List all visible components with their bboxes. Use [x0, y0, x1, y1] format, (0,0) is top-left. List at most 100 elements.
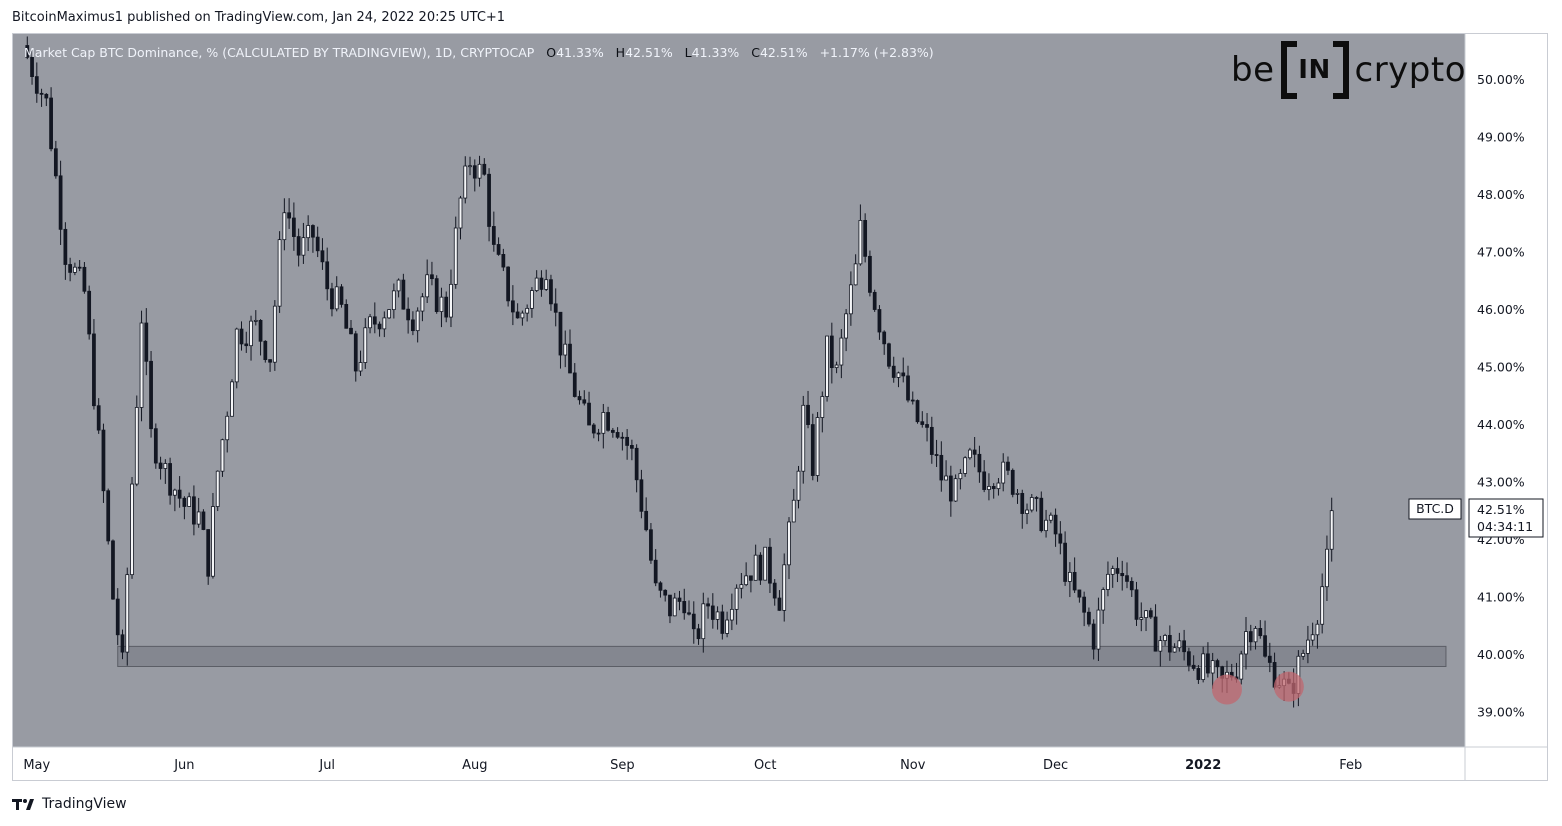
candle-body[interactable] [1048, 514, 1053, 521]
candle-body[interactable] [1187, 651, 1191, 666]
candle-body[interactable] [1087, 611, 1091, 625]
candle-body[interactable] [596, 432, 601, 435]
candle-body[interactable] [144, 322, 149, 362]
candle-body[interactable] [829, 335, 834, 369]
candle-body[interactable] [396, 279, 401, 292]
candle-body[interactable] [696, 628, 701, 640]
candle-body[interactable] [801, 404, 806, 472]
candle-body[interactable] [1148, 610, 1153, 618]
candle-body[interactable] [920, 421, 925, 425]
candle-body[interactable] [349, 327, 353, 335]
candle-body[interactable] [625, 436, 630, 446]
candle-body[interactable] [363, 327, 368, 363]
candle-body[interactable] [263, 340, 268, 361]
candle-body[interactable] [172, 489, 177, 496]
candle-body[interactable] [839, 337, 844, 366]
candle-body[interactable] [982, 471, 987, 490]
candle-body[interactable] [872, 291, 877, 310]
candle-body[interactable] [125, 574, 130, 653]
candle-body[interactable] [1310, 634, 1315, 641]
candle-body[interactable] [106, 490, 111, 542]
candle-body[interactable] [1101, 589, 1106, 611]
candle-body[interactable] [877, 309, 882, 333]
candle-body[interactable] [1306, 639, 1310, 654]
candle-body[interactable] [382, 317, 387, 330]
candle-body[interactable] [644, 510, 649, 531]
candle-body[interactable] [506, 266, 510, 302]
candle-body[interactable] [858, 220, 863, 265]
candle-body[interactable] [458, 197, 463, 229]
candle-body[interactable] [73, 266, 77, 273]
candle-body[interactable] [691, 613, 696, 630]
candle-body[interactable] [591, 424, 596, 434]
candle-body[interactable] [225, 415, 230, 441]
candle-body[interactable] [501, 254, 506, 268]
candle-body[interactable] [791, 499, 796, 523]
candle-body[interactable] [268, 359, 272, 363]
candle-body[interactable] [30, 56, 34, 77]
candle-body[interactable] [1072, 571, 1077, 591]
candle-body[interactable] [977, 453, 982, 473]
candle-body[interactable] [610, 429, 615, 433]
candle-body[interactable] [958, 473, 963, 480]
candle-body[interactable] [53, 148, 58, 177]
candle-body[interactable] [787, 521, 791, 566]
candle-body[interactable] [558, 311, 563, 356]
candle-body[interactable] [1115, 568, 1120, 574]
candle-body[interactable] [782, 564, 787, 611]
candle-body[interactable] [891, 365, 896, 378]
candle-body[interactable] [1058, 533, 1063, 544]
candle-body[interactable] [1015, 492, 1020, 495]
candle-body[interactable] [1244, 631, 1248, 655]
candle-body[interactable] [391, 290, 396, 311]
candle-body[interactable] [677, 597, 682, 602]
candle-body[interactable] [706, 603, 710, 607]
candle-body[interactable] [306, 225, 311, 239]
candle-body[interactable] [901, 372, 906, 377]
candle-body[interactable] [1034, 497, 1039, 499]
candle-body[interactable] [211, 506, 215, 577]
candle-body[interactable] [663, 589, 668, 596]
candle-body[interactable] [1139, 617, 1144, 620]
candle-body[interactable] [468, 165, 472, 168]
candle-body[interactable] [1029, 497, 1034, 511]
candle-body[interactable] [987, 486, 991, 490]
chart-frame[interactable]: 50.00% 49.00% 48.00% 47.00% 46.00% 45.00% 44.0… [12, 33, 1548, 781]
candle-body[interactable] [544, 279, 549, 290]
candle-body[interactable] [944, 475, 948, 481]
candle-body[interactable] [115, 598, 120, 636]
candle-body[interactable] [34, 76, 39, 94]
candle-body[interactable] [68, 264, 73, 273]
plot-area[interactable] [13, 34, 1465, 747]
candle-body[interactable] [258, 319, 263, 342]
candle-body[interactable] [649, 529, 653, 561]
candle-body[interactable] [1039, 497, 1044, 532]
candle-body[interactable] [311, 225, 315, 238]
candle-body[interactable] [96, 405, 101, 431]
candle-body[interactable] [1063, 542, 1067, 582]
candle-body[interactable] [972, 449, 977, 455]
candle-body[interactable] [120, 634, 125, 653]
candle-body[interactable] [1010, 469, 1015, 495]
candle-body[interactable] [1091, 623, 1096, 650]
candle-body[interactable] [910, 399, 915, 402]
candle-body[interactable] [525, 307, 530, 314]
candle-body[interactable] [1315, 623, 1320, 636]
candle-body[interactable] [168, 463, 172, 496]
candle-body[interactable] [934, 454, 939, 456]
candle-body[interactable] [344, 304, 349, 329]
candle-body[interactable] [82, 266, 87, 292]
candle-body[interactable] [896, 372, 901, 378]
candle-body[interactable] [149, 360, 153, 430]
candle-body[interactable] [377, 323, 382, 330]
candle-body[interactable] [282, 212, 287, 241]
candle-body[interactable] [63, 228, 68, 265]
candle-body[interactable] [372, 316, 377, 325]
candle-body[interactable] [772, 582, 777, 599]
candle-body[interactable] [658, 582, 663, 591]
candle-body[interactable] [925, 424, 929, 428]
candle-body[interactable] [810, 424, 815, 476]
candle-body[interactable] [520, 312, 525, 319]
candle-body[interactable] [953, 478, 958, 502]
candle-body[interactable] [834, 364, 839, 369]
